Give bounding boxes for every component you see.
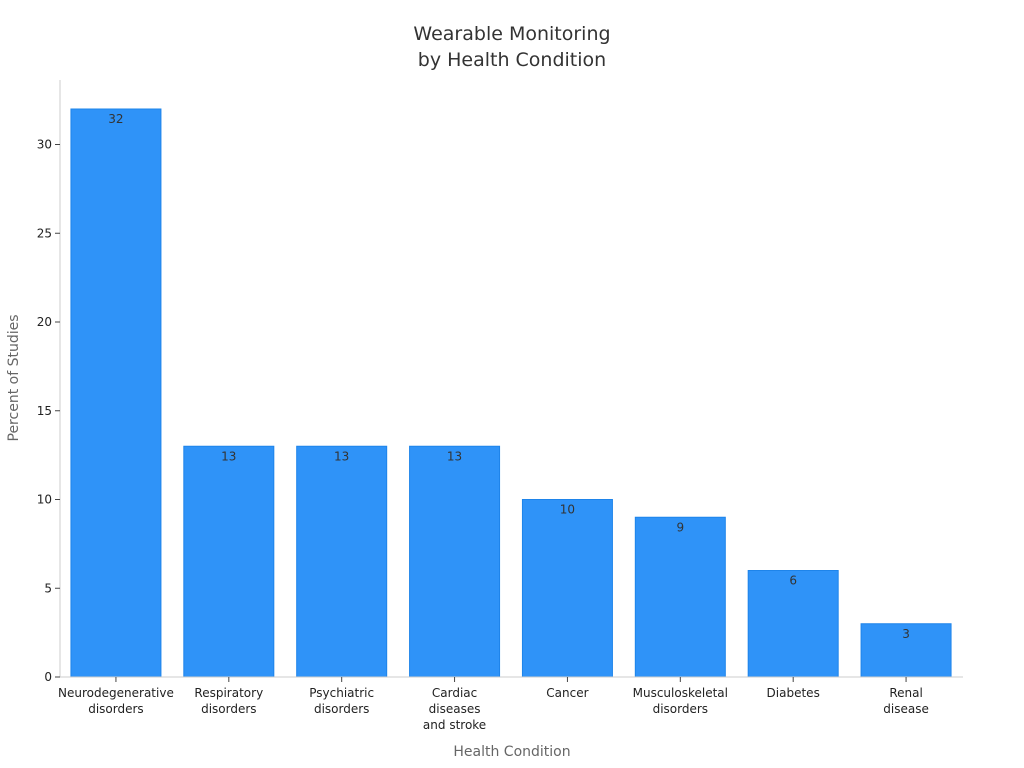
bar — [70, 108, 162, 678]
y-tick-label: 30 — [37, 138, 52, 152]
bar — [521, 499, 613, 678]
y-tick-label: 0 — [44, 670, 52, 684]
x-tick-label: and stroke — [423, 718, 486, 732]
x-tick-label: Cancer — [546, 686, 588, 700]
chart-title: Wearable Monitoring by Health Condition — [413, 23, 610, 71]
y-axis-ticks: 0 5 10 15 20 25 30 — [37, 138, 60, 684]
x-tick-label: disorders — [88, 702, 143, 716]
x-tick-label: disease — [883, 702, 929, 716]
data-label: 10 — [560, 503, 575, 517]
data-label: 13 — [221, 449, 236, 463]
y-tick-label: 20 — [37, 315, 52, 329]
y-tick-label: 25 — [37, 226, 52, 240]
data-label: 32 — [108, 112, 123, 126]
bar — [409, 445, 501, 678]
y-tick-label: 15 — [37, 404, 52, 418]
x-tick-label: Renal — [889, 686, 922, 700]
x-tick-label: Cardiac — [432, 686, 477, 700]
chart-title-line: by Health Condition — [418, 49, 606, 71]
x-tick-label: disorders — [201, 702, 256, 716]
x-tick-label: disorders — [314, 702, 369, 716]
data-label: 6 — [789, 574, 797, 588]
y-axis-label: Percent of Studies — [6, 314, 22, 441]
bars-group: 32 13 13 13 10 9 6 3 — [70, 108, 952, 678]
bar — [860, 623, 952, 678]
data-label: 9 — [676, 520, 684, 534]
x-tick-label: Diabetes — [767, 686, 820, 700]
data-label: 13 — [334, 449, 349, 463]
x-axis-ticks: Neurodegenerative disorders Respiratory dis… — [58, 677, 929, 732]
bar — [747, 570, 839, 678]
data-label: 13 — [447, 449, 462, 463]
x-tick-label: diseases — [429, 702, 481, 716]
chart-title-line: Wearable Monitoring — [413, 23, 610, 45]
x-axis-label: Health Condition — [453, 744, 570, 760]
x-tick-label: disorders — [653, 702, 708, 716]
x-tick-label: Musculoskeletal — [633, 686, 728, 700]
y-tick-label: 10 — [37, 493, 52, 507]
bar — [296, 445, 388, 678]
x-tick-label: Respiratory — [194, 686, 263, 700]
bar — [634, 516, 726, 678]
bar — [183, 445, 275, 678]
y-tick-label: 5 — [44, 581, 52, 595]
data-label: 3 — [902, 627, 910, 641]
x-tick-label: Neurodegenerative — [58, 686, 174, 700]
x-tick-label: Psychiatric — [309, 686, 374, 700]
